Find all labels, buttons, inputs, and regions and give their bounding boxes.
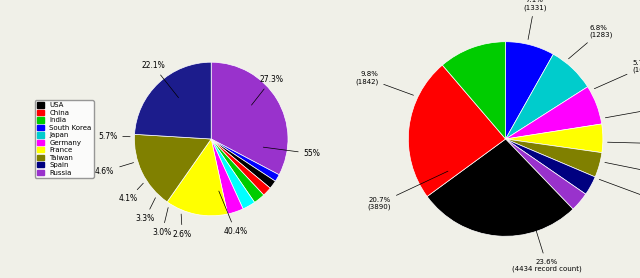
Text: 55%: 55%	[263, 147, 321, 158]
Wedge shape	[211, 139, 243, 214]
Wedge shape	[408, 65, 506, 197]
Text: 3.6%
(669): 3.6% (669)	[607, 137, 640, 150]
Wedge shape	[134, 134, 211, 202]
Text: 7.1%
(1331): 7.1% (1331)	[523, 0, 547, 39]
Wedge shape	[506, 124, 603, 153]
Wedge shape	[506, 54, 588, 139]
Text: 20.7%
(3890): 20.7% (3890)	[367, 171, 448, 210]
Wedge shape	[211, 139, 279, 181]
Wedge shape	[506, 87, 602, 139]
Text: 2.8%
(539): 2.8% (539)	[599, 179, 640, 210]
Wedge shape	[167, 139, 228, 216]
Text: 6.8%
(1283): 6.8% (1283)	[568, 25, 612, 59]
Wedge shape	[506, 139, 586, 209]
Wedge shape	[442, 42, 506, 139]
Text: 23.6%
(4434 record count): 23.6% (4434 record count)	[512, 201, 582, 272]
Wedge shape	[211, 139, 255, 209]
Text: 4.1%: 4.1%	[119, 183, 143, 203]
Wedge shape	[134, 62, 211, 139]
Wedge shape	[211, 139, 264, 202]
Text: 3.0%: 3.0%	[152, 208, 172, 237]
Legend: USA, China, India, South Korea, Japan, Germany, France, Taiwan, Spain, Russia: USA, China, India, South Korea, Japan, G…	[35, 100, 93, 178]
Text: 3.3%: 3.3%	[135, 198, 156, 224]
Wedge shape	[211, 139, 270, 195]
Text: 2.6%: 2.6%	[173, 214, 192, 239]
Wedge shape	[211, 139, 275, 188]
Wedge shape	[211, 62, 288, 175]
Text: 5.7%
(1079): 5.7% (1079)	[595, 60, 640, 89]
Text: 27.3%: 27.3%	[252, 75, 284, 105]
Wedge shape	[506, 139, 595, 194]
Text: 22.1%: 22.1%	[141, 61, 179, 98]
Wedge shape	[427, 139, 573, 236]
Wedge shape	[506, 42, 554, 139]
Text: 2.8%
(540): 2.8% (540)	[605, 162, 640, 182]
Text: 4.1%
(770): 4.1% (770)	[605, 101, 640, 118]
Text: 5.7%: 5.7%	[98, 131, 130, 141]
Text: 9.8%
(1842): 9.8% (1842)	[355, 71, 413, 95]
Wedge shape	[506, 139, 602, 177]
Text: 40.4%: 40.4%	[219, 191, 248, 236]
Text: 4.6%: 4.6%	[95, 163, 134, 176]
